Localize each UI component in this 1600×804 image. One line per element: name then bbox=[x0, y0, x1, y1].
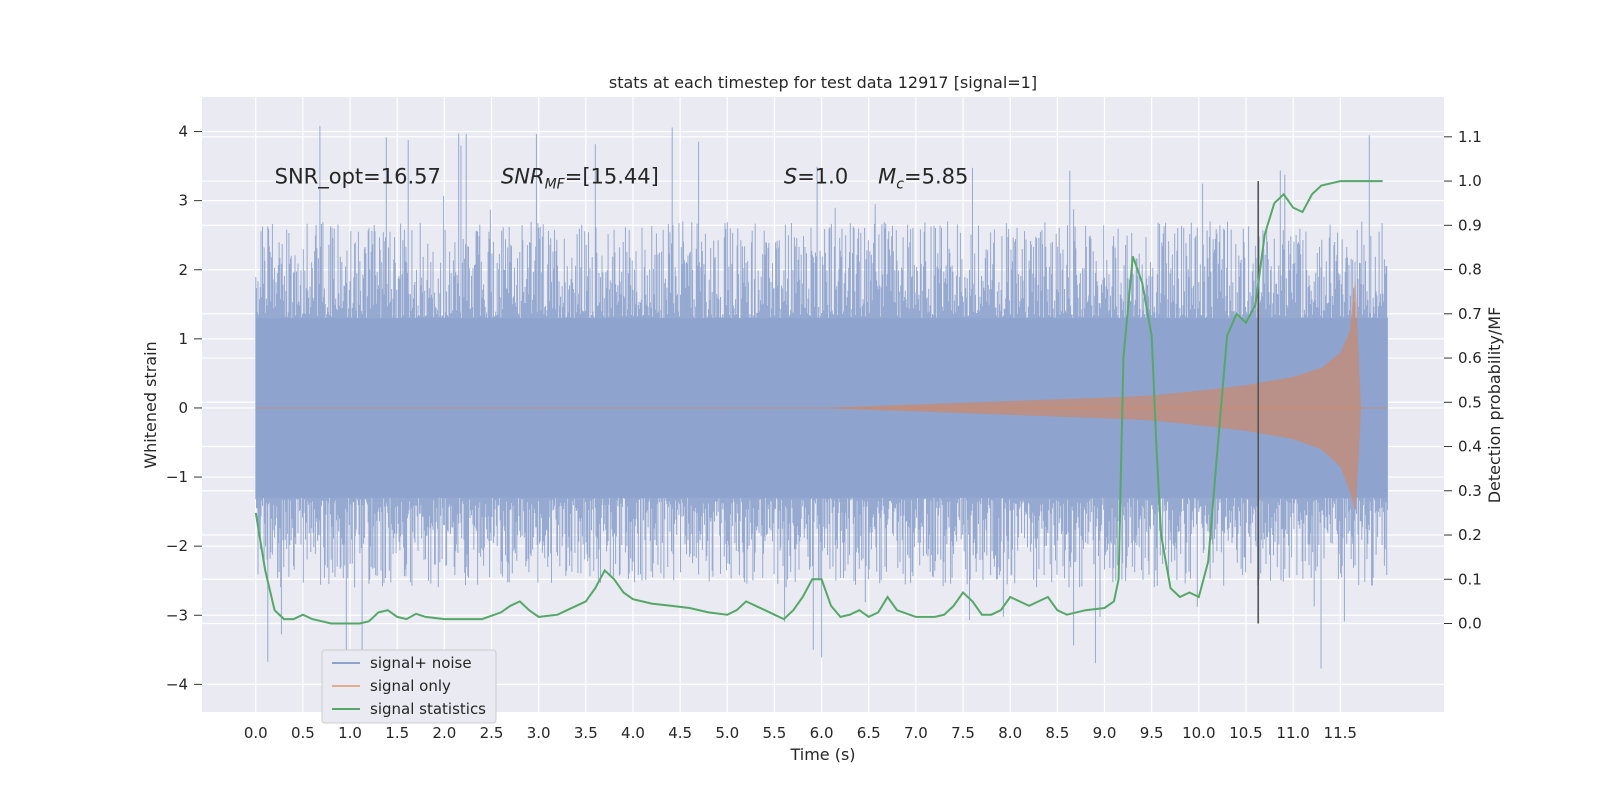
x-tick-label: 7.0 bbox=[904, 724, 928, 742]
x-tick-label: 10.5 bbox=[1229, 724, 1262, 742]
y2-tick-label: 0.4 bbox=[1458, 438, 1482, 456]
y-tick-label: −4 bbox=[166, 675, 188, 693]
y2-tick-label: 0.8 bbox=[1458, 261, 1482, 279]
annotation-text: SNR_opt=16.57 bbox=[275, 164, 441, 189]
statistics-series bbox=[254, 180, 1383, 625]
x-axis-label: Time (s) bbox=[789, 745, 855, 764]
x-tick-label: 8.0 bbox=[998, 724, 1022, 742]
legend-label-statistics: signal statistics bbox=[370, 700, 486, 718]
x-tick-label: 7.5 bbox=[951, 724, 975, 742]
annotation-text: Mc=5.85 bbox=[878, 164, 968, 192]
y2-tick-label: 0.3 bbox=[1458, 482, 1482, 500]
y2-tick-label: 0.0 bbox=[1458, 615, 1482, 633]
chart-title: stats at each timestep for test data 129… bbox=[609, 73, 1037, 92]
annotations: SNR_opt=16.57 SNRMF=[15.44] S=1.0 Mc=5.85 bbox=[275, 164, 969, 192]
legend-label-signal: signal only bbox=[370, 677, 451, 695]
y-axis-label: Whitened strain bbox=[141, 341, 160, 468]
x-tick-label: 9.0 bbox=[1093, 724, 1117, 742]
y2-tick-label: 0.6 bbox=[1458, 349, 1482, 367]
x-tick-label: 4.0 bbox=[621, 724, 645, 742]
x-tick-label: 11.5 bbox=[1324, 724, 1357, 742]
x-tick-label: 2.0 bbox=[432, 724, 456, 742]
y-tick-label: 1 bbox=[178, 330, 188, 348]
y-tick-label: −3 bbox=[166, 606, 188, 624]
x-tick-label: 9.5 bbox=[1140, 724, 1164, 742]
y-tick-label: 3 bbox=[178, 192, 188, 210]
y-tick-label: 0 bbox=[178, 399, 188, 417]
x-tick-label: 6.5 bbox=[857, 724, 881, 742]
y2-tick-label: 1.1 bbox=[1458, 128, 1482, 146]
x-tick-label: 3.0 bbox=[527, 724, 551, 742]
y2-tick-label: 1.0 bbox=[1458, 172, 1482, 190]
x-tick-label: 5.5 bbox=[763, 724, 787, 742]
y2-axis-label: Detection probability/MF bbox=[1485, 307, 1504, 504]
x-tick-label: 4.5 bbox=[668, 724, 692, 742]
signal-series bbox=[255, 276, 1388, 512]
statistics-line bbox=[254, 180, 1383, 625]
x-tick-label: 1.5 bbox=[385, 724, 409, 742]
annotation-text: SNRMF=[15.44] bbox=[501, 164, 659, 192]
y-tick-label: −1 bbox=[166, 468, 188, 486]
x-tick-label: 10.0 bbox=[1182, 724, 1215, 742]
signal-envelope bbox=[821, 276, 1361, 512]
annotation-text: S=1.0 bbox=[784, 164, 848, 188]
x-tick-label: 3.5 bbox=[574, 724, 598, 742]
x-tick-label: 0.0 bbox=[244, 724, 268, 742]
y-tick-label: 4 bbox=[178, 123, 188, 141]
y-tick-label: −2 bbox=[166, 537, 188, 555]
x-tick-label: 0.5 bbox=[291, 724, 315, 742]
legend: signal+ noise signal only signal statist… bbox=[321, 649, 497, 724]
x-tick-label: 5.0 bbox=[715, 724, 739, 742]
y2-tick-label: 0.2 bbox=[1458, 526, 1482, 544]
y2-tick-label: 0.1 bbox=[1458, 570, 1482, 588]
y2-tick-label: 0.5 bbox=[1458, 393, 1482, 411]
legend-label-noise: signal+ noise bbox=[370, 654, 472, 672]
x-tick-label: 2.5 bbox=[480, 724, 504, 742]
x-tick-label: 8.5 bbox=[1045, 724, 1069, 742]
y-tick-label: 2 bbox=[178, 261, 188, 279]
y2-tick-label: 0.7 bbox=[1458, 305, 1482, 323]
x-tick-label: 6.0 bbox=[810, 724, 834, 742]
legend-box bbox=[321, 649, 497, 724]
x-tick-label: 11.0 bbox=[1276, 724, 1309, 742]
x-tick-label: 1.0 bbox=[338, 724, 362, 742]
y2-tick-label: 0.9 bbox=[1458, 216, 1482, 234]
ticks: 0.0 0.5 1.0 1.5 2.0 2.5 3.0 3.5 4.0 4.5 5.0 5.5 6.0 6… bbox=[166, 123, 1482, 742]
